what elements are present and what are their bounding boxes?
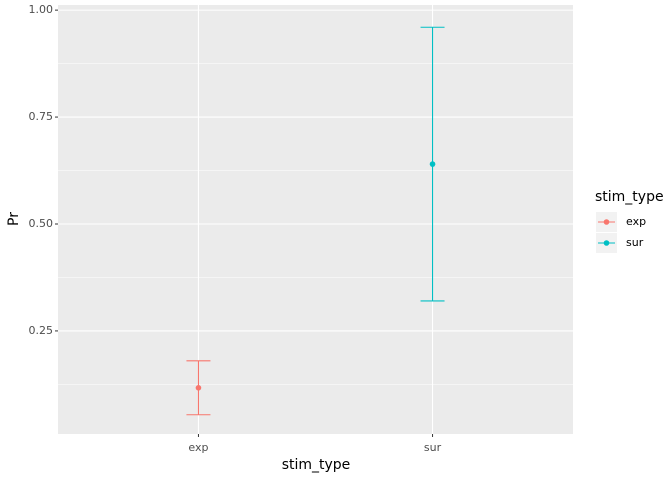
legend-title: stim_type [595,189,664,205]
point [195,385,202,391]
x-tick-label: exp [188,441,208,454]
x-tick-label: sur [424,441,442,454]
y-tick-label: 0.75 [29,110,54,123]
y-tick-label: 0.25 [29,324,54,337]
legend-label: sur [626,236,644,249]
legend-label: exp [626,215,646,228]
y-tick-label: 1.00 [29,3,54,16]
y-tick-label: 0.50 [29,217,54,230]
x-axis-title: stim_type [282,457,351,473]
legend-point [603,219,610,225]
legend-point [603,240,610,246]
point [429,161,436,167]
panel [58,5,573,434]
y-axis-title: Pr [6,212,22,226]
